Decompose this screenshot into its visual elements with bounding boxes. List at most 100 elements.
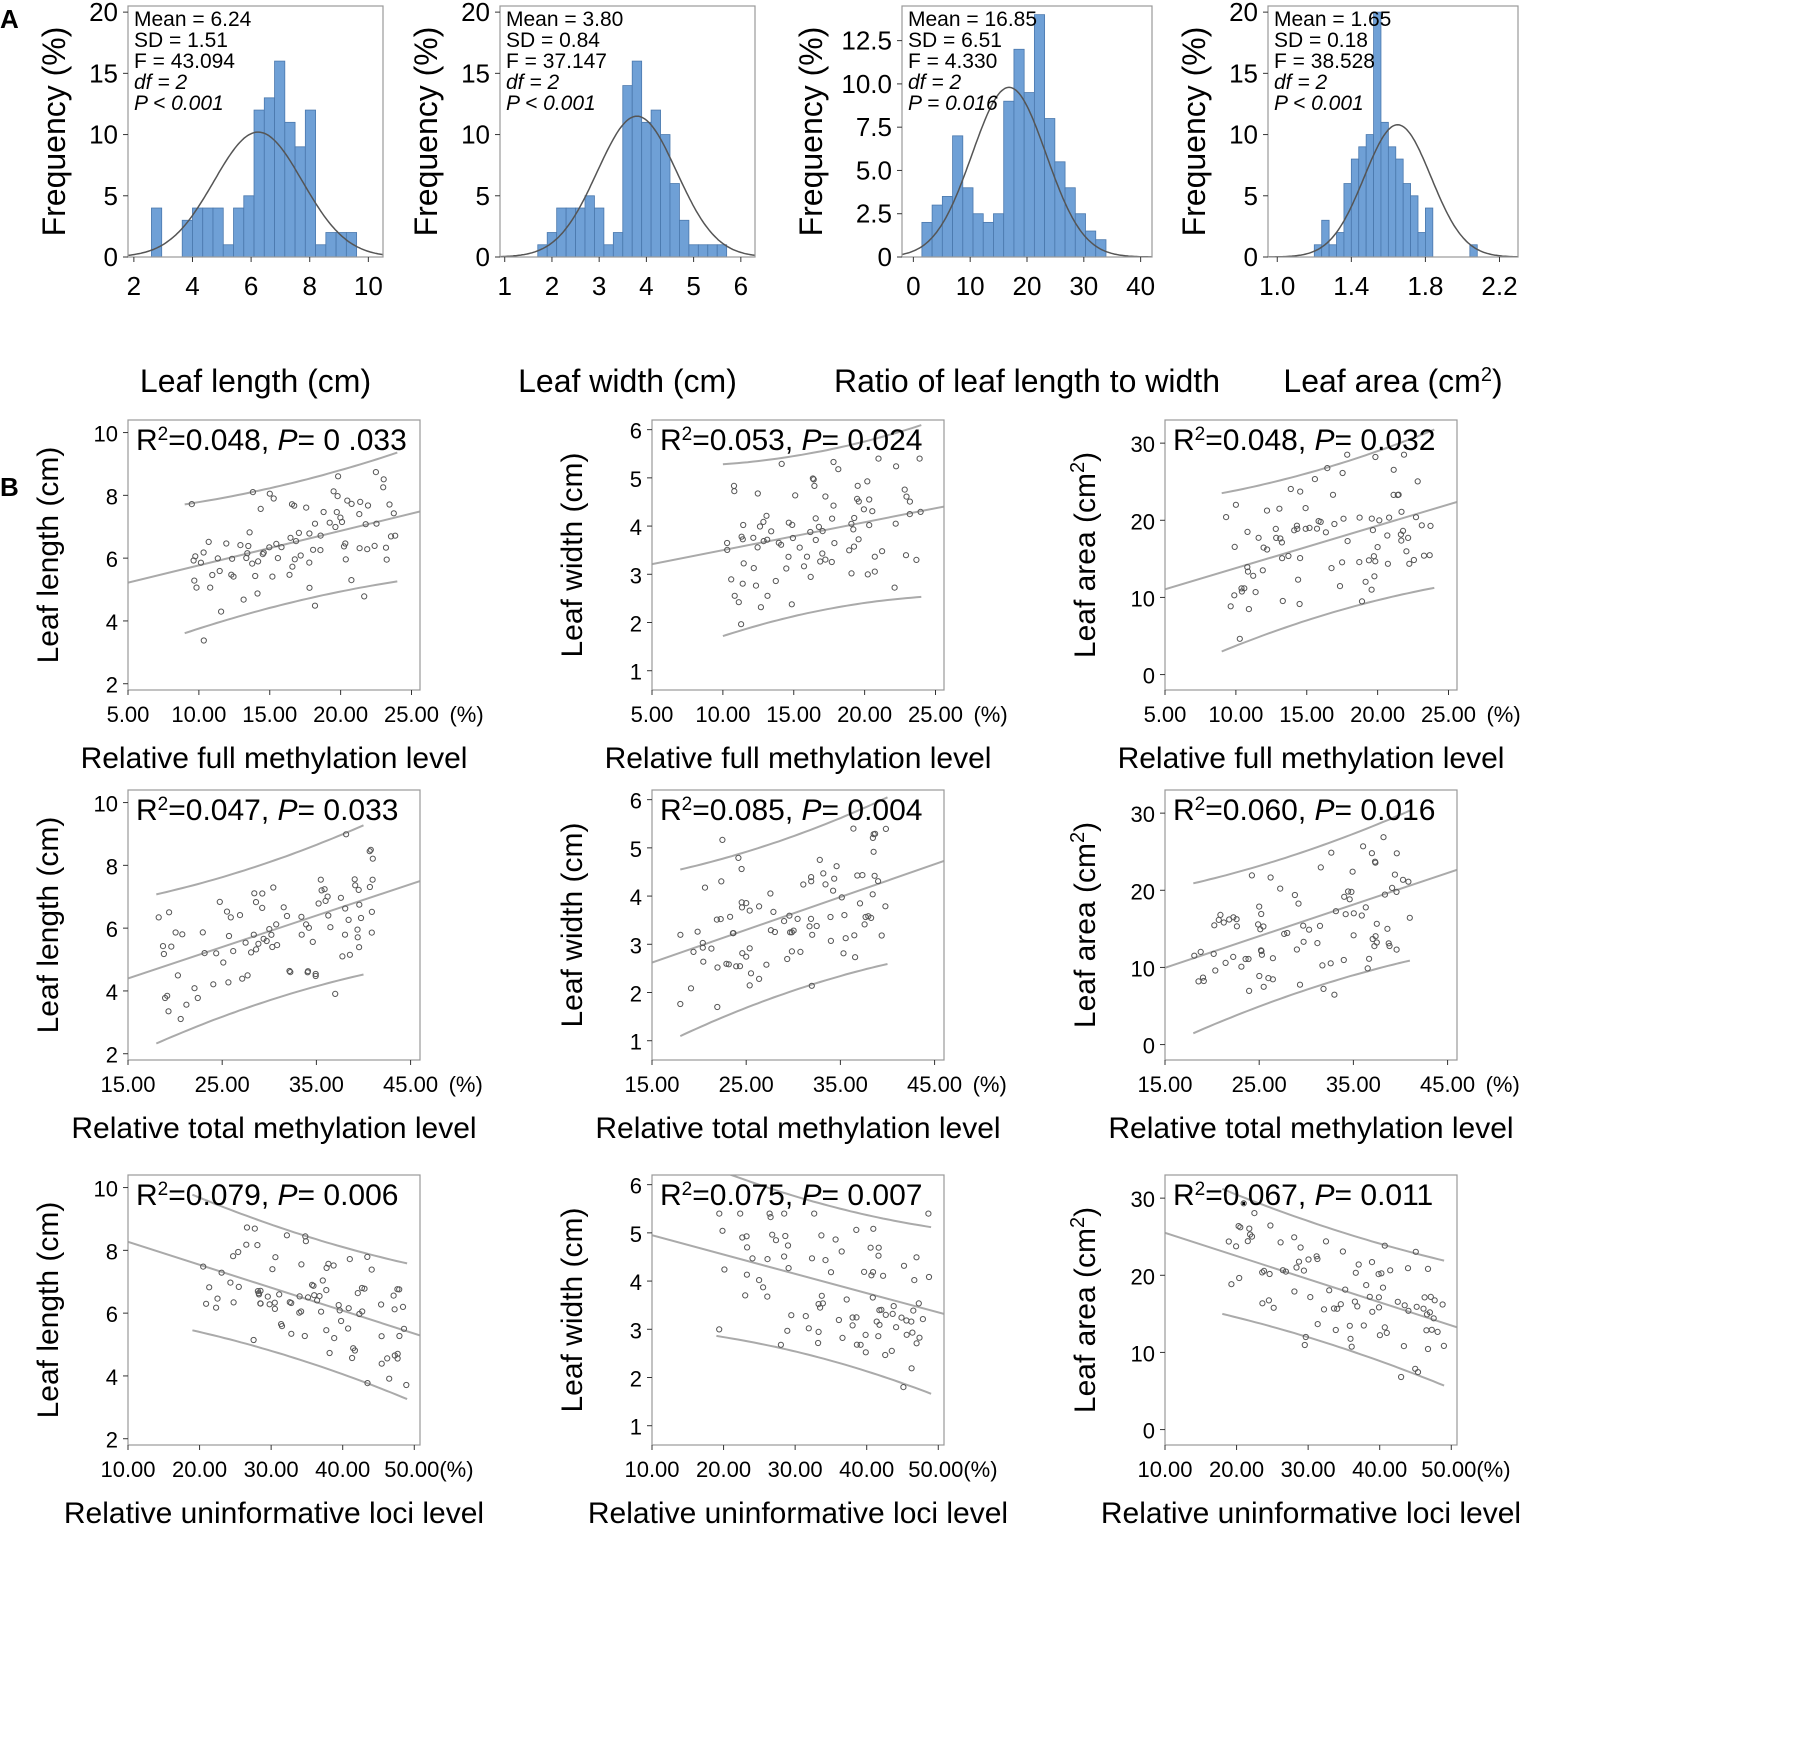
scatter-total-length-point	[259, 904, 266, 912]
scatter-uninf-area-point	[1420, 1305, 1427, 1312]
hist-leaf-length-x-axis-label: Leaf length (cm)	[140, 363, 371, 399]
scatter-uninf-width-point	[782, 1232, 789, 1240]
scatter-full-length-point	[311, 520, 319, 527]
scatter-uninf-area-point	[1355, 1261, 1362, 1268]
hist-leaf-area-bar	[1425, 207, 1434, 257]
scatter-full-width-point	[754, 544, 761, 551]
scatter-full-area-point	[1365, 557, 1373, 564]
scatter-full-width-point	[809, 475, 817, 482]
scatter-full-length-point	[257, 505, 264, 512]
scatter-uninf-width-ytick-label: 4	[630, 1270, 642, 1295]
scatter-total-width-point	[822, 881, 829, 888]
scatter-total-width-point	[865, 913, 872, 920]
hist-length-width-ratio-x-axis-label-text: Ratio of leaf length to width	[834, 363, 1220, 399]
scatter-full-width-point	[902, 552, 910, 559]
hist-leaf-area-x-axis-label-text: Leaf area (cm	[1283, 363, 1480, 399]
scatter-total-length-stat-r2-value: =0.047,	[168, 794, 277, 827]
scatter-full-width-point	[760, 538, 767, 545]
scatter-total-area-point	[1220, 919, 1227, 926]
scatter-uninf-area-y-axis-label-text: Leaf area (cm	[1069, 1228, 1102, 1413]
scatter-total-length-point	[286, 967, 293, 975]
scatter-uninf-width-point	[867, 1244, 874, 1251]
scatter-uninf-length-point	[200, 1263, 207, 1270]
scatter-full-width-point	[866, 496, 873, 503]
scatter-full-length-point	[237, 542, 244, 549]
scatter-full-area-band-upper	[1221, 428, 1435, 495]
scatter-uninf-area-xtick-label: 50.00(%)	[1421, 1457, 1510, 1482]
hist-length-width-ratio-bar	[1013, 48, 1025, 257]
scatter-uninf-length-point	[218, 1269, 225, 1276]
scatter-uninf-area-point	[1246, 1225, 1253, 1232]
scatter-total-width-ytick-label: 3	[630, 933, 642, 958]
scatter-total-length-ytick-label: 10	[94, 792, 118, 817]
scatter-uninf-length-band-lower	[192, 1329, 408, 1401]
scatter-total-width-x-axis-label: Relative total methylation level	[595, 1112, 1000, 1145]
scatter-full-width-point	[864, 478, 871, 485]
scatter-full-width-point	[731, 592, 738, 599]
scatter-total-length-point	[287, 969, 294, 976]
scatter-uninf-area-point	[1314, 1255, 1321, 1263]
hist-leaf-area-ytick-label: 0	[1244, 242, 1258, 272]
hist-leaf-area-stat-line: SD = 0.18	[1274, 29, 1368, 52]
hist-length-width-ratio-ytick-label: 7.5	[856, 112, 892, 142]
scatter-uninf-width-plot-area	[652, 1175, 944, 1395]
scatter-full-area-xtick-label: 20.00	[1350, 702, 1405, 727]
scatter-full-area-point	[1276, 505, 1283, 512]
scatter-total-length-point	[351, 876, 358, 883]
scatter-total-area-point	[1332, 908, 1340, 915]
scatter-full-area-point	[1371, 573, 1378, 580]
scatter-full-area-xtick-label: 15.00	[1279, 702, 1334, 727]
hist-leaf-width-stat-line: P < 0.001	[506, 92, 596, 115]
scatter-total-width-point	[771, 928, 779, 936]
scatter-uninf-area-point	[1368, 1259, 1376, 1266]
scatter-full-length-point	[364, 546, 371, 553]
scatter-full-length-point	[333, 508, 340, 516]
hist-leaf-area-stat-text: SD = 0.18	[1274, 29, 1368, 52]
scatter-total-length-point	[298, 931, 305, 938]
hist-leaf-width-bar	[603, 244, 614, 257]
scatter-total-area-point	[1281, 930, 1288, 938]
hist-leaf-length-xtick-label: 4	[185, 271, 199, 301]
scatter-full-area-point	[1372, 558, 1379, 565]
scatter-total-area-point	[1360, 843, 1367, 850]
scatter-total-length-point	[199, 929, 206, 936]
scatter-full-width-point	[893, 463, 900, 470]
scatter-full-width-point	[785, 519, 792, 526]
scatter-uninf-length-stat-r-sup: 2	[158, 1179, 169, 1200]
scatter-full-length-ytick-label: 2	[106, 673, 118, 698]
scatter-uninf-width-point	[760, 1284, 767, 1291]
hist-leaf-length-stat-line: df = 2	[134, 71, 187, 94]
scatter-total-area-point	[1399, 876, 1407, 883]
scatter-uninf-width-point	[767, 1214, 774, 1221]
scatter-full-width-point	[731, 488, 738, 495]
scatter-total-width-ytick-label: 4	[630, 885, 642, 910]
scatter-total-width-ytick-label: 6	[630, 789, 642, 814]
scatter-total-area-point	[1319, 962, 1326, 969]
scatter-full-area-point	[1418, 522, 1425, 529]
scatter-full-area-point	[1241, 585, 1248, 592]
scatter-total-width-point	[851, 932, 858, 939]
scatter-uninf-length-point	[396, 1332, 403, 1340]
scatter-full-length-point	[245, 542, 252, 550]
scatter-uninf-length-point	[364, 1253, 371, 1261]
scatter-total-length-point	[253, 946, 260, 953]
hist-leaf-area-stat-line: F = 38.528	[1274, 50, 1375, 73]
hist-length-width-ratio-bar	[962, 187, 974, 257]
hist-length-width-ratio-ytick-label: 10.0	[841, 69, 892, 99]
scatter-uninf-area-point	[1237, 1224, 1244, 1231]
scatter-uninf-width-xtick-label: 40.00	[839, 1457, 894, 1482]
scatter-total-area-x-axis-label-text: Relative total methylation level	[1108, 1112, 1513, 1145]
scatter-full-length-point	[288, 501, 296, 508]
scatter-total-length-point	[322, 897, 329, 905]
scatter-uninf-width-point	[815, 1339, 822, 1347]
scatter-total-area-point	[1320, 985, 1327, 993]
scatter-full-area-point	[1278, 539, 1286, 546]
scatter-total-width-point	[808, 874, 815, 881]
hist-length-width-ratio-bar	[1085, 230, 1097, 257]
hist-leaf-area-xtick-label: 2.2	[1481, 271, 1517, 301]
scatter-full-width-point	[916, 455, 923, 462]
scatter-total-area-xtick-label: 15.00	[1137, 1072, 1192, 1097]
scatter-total-area-point	[1381, 891, 1389, 898]
scatter-full-width-point	[789, 534, 797, 542]
scatter-uninf-length-point	[331, 1335, 338, 1342]
